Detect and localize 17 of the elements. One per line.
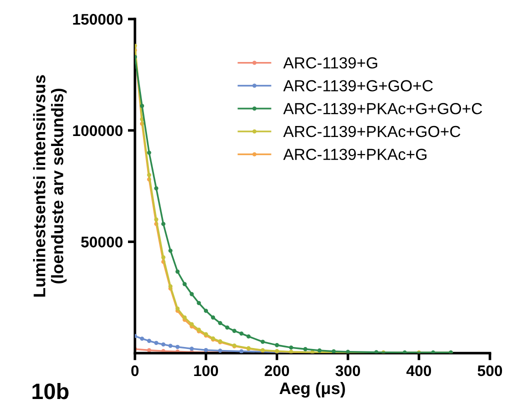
y-tick-label: 100000 [73, 125, 123, 136]
x-tick-label: 500 [478, 365, 502, 376]
legend-label: ARC-1139+G [283, 57, 378, 69]
x-tick-label: 400 [406, 365, 432, 376]
x-tick-label: 0 [131, 365, 139, 376]
y-axis-title: Luminestsentsi intensiivsus (loenduste arv sekundis) [33, 75, 67, 297]
x-tick-label: 300 [336, 365, 360, 376]
y-tick-label: 150000 [73, 14, 123, 25]
y-tick-label: 50000 [81, 236, 123, 248]
legend-label: ARC-1139+PKAc+G [283, 148, 426, 160]
legend-label: ARC-1139+PKAc+G+GO+C [283, 102, 482, 114]
x-tick-label: 200 [264, 365, 290, 376]
text: 10b [32, 382, 69, 400]
x-tick-label: 100 [194, 365, 218, 376]
legend-label: ARC-1139+PKAc+GO+C [283, 126, 460, 138]
legend-label: ARC-1139+G+GO+C [283, 80, 433, 92]
x-axis-title: Aeg (μs) [280, 382, 345, 398]
